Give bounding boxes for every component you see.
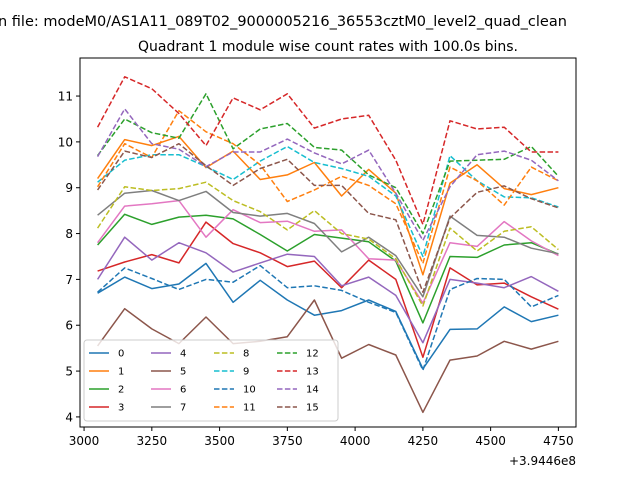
legend-label-10: 10 <box>243 385 256 396</box>
legend-label-11: 11 <box>243 403 256 414</box>
legend-label-8: 8 <box>243 349 249 360</box>
series-line-12 <box>96 93 559 235</box>
series-line-2 <box>97 213 559 324</box>
series-line-6 <box>96 199 559 304</box>
x-tick-label: 3500 <box>204 434 235 448</box>
x-tick-label: 3000 <box>69 434 100 448</box>
legend-label-15: 15 <box>306 403 319 414</box>
y-tick-label: 7 <box>65 273 73 287</box>
y-tick-label: 9 <box>65 181 73 195</box>
series-layer <box>96 76 559 414</box>
x-tick-label: 4500 <box>475 434 506 448</box>
y-tick-label: 10 <box>58 135 73 149</box>
series-line-13 <box>96 76 559 226</box>
y-tick-label: 5 <box>65 365 73 379</box>
series-line-4 <box>96 236 559 344</box>
legend-label-7: 7 <box>180 403 186 414</box>
legend-label-12: 12 <box>306 349 319 360</box>
series-line-7 <box>97 189 559 298</box>
legend-label-14: 14 <box>306 385 319 396</box>
legend-label-3: 3 <box>118 403 124 414</box>
series-line-14 <box>96 108 559 242</box>
y-tick-label: 6 <box>65 319 73 333</box>
legend-box <box>83 339 339 422</box>
x-tick-label: 4750 <box>543 434 574 448</box>
legend-label-9: 9 <box>243 367 249 378</box>
x-tick-label: 4000 <box>340 434 371 448</box>
legend-label-4: 4 <box>180 349 186 360</box>
series-line-0 <box>97 262 559 370</box>
chart-title: Quadrant 1 module wise count rates with … <box>138 39 518 55</box>
x-tick-label: 3750 <box>272 434 303 448</box>
legend-label-1: 1 <box>118 367 124 378</box>
legend-label-0: 0 <box>118 349 124 360</box>
series-line-9 <box>97 145 559 258</box>
x-tick-label: 4250 <box>408 434 439 448</box>
y-axis: 4 5 6 7 8 9 10 11 <box>58 90 80 424</box>
y-tick-label: 4 <box>65 410 73 424</box>
axes-frame <box>79 57 577 428</box>
legend-label-6: 6 <box>180 385 186 396</box>
x-tick-label: 3250 <box>137 434 168 448</box>
figure-suptitle: n file: modeM0/AS1A11_089T02_9000005216_… <box>0 14 567 30</box>
y-tick-label: 8 <box>65 227 73 241</box>
series-line-15 <box>96 142 559 293</box>
x-axis: 3000 3250 3500 3750 4000 4250 4500 4750 <box>69 427 574 448</box>
legend-label-2: 2 <box>118 385 124 396</box>
series-line-11 <box>96 109 559 265</box>
series-line-10 <box>97 264 559 371</box>
series-line-8 <box>96 181 559 307</box>
legend-label-5: 5 <box>180 367 186 378</box>
y-tick-label: 11 <box>58 90 73 104</box>
legend-label-13: 13 <box>306 367 319 378</box>
x-axis-offset-label: +3.9446e8 <box>509 454 576 468</box>
